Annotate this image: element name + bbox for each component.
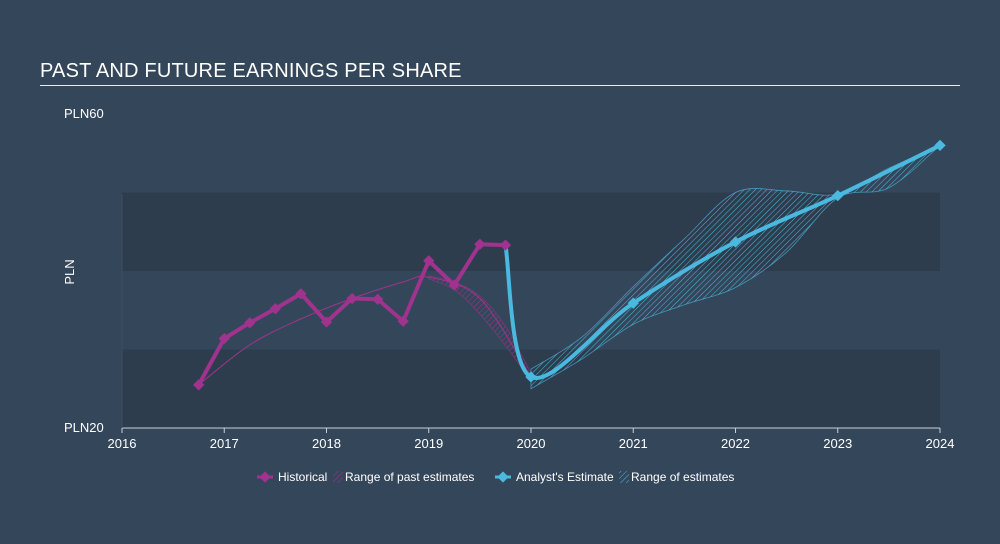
x-tick-label-2016: 2016 xyxy=(108,436,137,451)
legend-item-past-estimates[interactable]: Range of past estimates xyxy=(333,470,474,484)
historical-point-2[interactable] xyxy=(244,317,256,329)
x-tick-label-2018: 2018 xyxy=(312,436,341,451)
historical-point-11[interactable] xyxy=(474,238,486,250)
legend-label-analyst-estimate: Analyst's Estimate xyxy=(516,470,614,484)
analyst-estimate-line xyxy=(503,143,942,380)
historical-point-1[interactable] xyxy=(218,332,230,345)
estimate-point-5[interactable] xyxy=(934,139,946,152)
x-tick-label-2021: 2021 xyxy=(619,436,648,451)
y-axis-label: PLN xyxy=(62,259,77,284)
estimate-point-1[interactable] xyxy=(525,371,537,383)
x-tick-label-2020: 2020 xyxy=(517,436,546,451)
historical-point-10[interactable] xyxy=(448,279,460,291)
estimate-point-3[interactable] xyxy=(729,236,742,248)
historical-legend-icon xyxy=(259,471,271,483)
estimate-point-2[interactable] xyxy=(627,297,639,309)
x-tick-label-2022: 2022 xyxy=(721,436,750,451)
range-legend-icon xyxy=(619,471,629,483)
historical-point-4[interactable] xyxy=(295,288,307,300)
x-tick-label-2023: 2023 xyxy=(823,436,852,451)
y-tick-label-top: PLN60 xyxy=(64,106,104,121)
x-tick-label-2019: 2019 xyxy=(414,436,443,451)
legend-item-historical[interactable]: Historical xyxy=(257,470,327,484)
legend: Historical Range of past estimates Analy… xyxy=(257,470,734,484)
estimate-legend-icon xyxy=(497,471,509,483)
historical-point-7[interactable] xyxy=(371,293,384,305)
past-range-legend-icon xyxy=(333,471,343,483)
estimate-point-4[interactable] xyxy=(832,189,844,202)
historical-point-8[interactable] xyxy=(397,315,409,327)
historical-point-9[interactable] xyxy=(423,255,435,267)
legend-label-range-estimates: Range of estimates xyxy=(631,470,734,484)
legend-item-analyst-estimate[interactable]: Analyst's Estimate xyxy=(495,470,614,484)
background-bands xyxy=(122,192,940,428)
x-tick-label-2017: 2017 xyxy=(210,436,239,451)
x-tick-label-2024: 2024 xyxy=(926,436,955,451)
historical-point-12[interactable] xyxy=(499,239,512,251)
y-tick-label-bottom: PLN20 xyxy=(64,420,104,435)
chart-title: PAST AND FUTURE EARNINGS PER SHARE xyxy=(40,60,462,82)
legend-label-historical: Historical xyxy=(278,470,327,484)
title-divider xyxy=(40,85,960,86)
series-markers xyxy=(193,139,946,391)
legend-label-past-estimates: Range of past estimates xyxy=(345,470,474,484)
legend-item-range-estimates[interactable]: Range of estimates xyxy=(619,470,734,484)
historical-point-3[interactable] xyxy=(269,303,282,315)
historical-point-0[interactable] xyxy=(193,379,205,391)
historical-point-6[interactable] xyxy=(346,292,358,305)
historical-point-5[interactable] xyxy=(320,316,333,328)
past-estimates-line xyxy=(198,275,532,386)
axes: 2016 2017 2018 2019 2020 2021 2022 2023 2024 xyxy=(108,194,955,451)
